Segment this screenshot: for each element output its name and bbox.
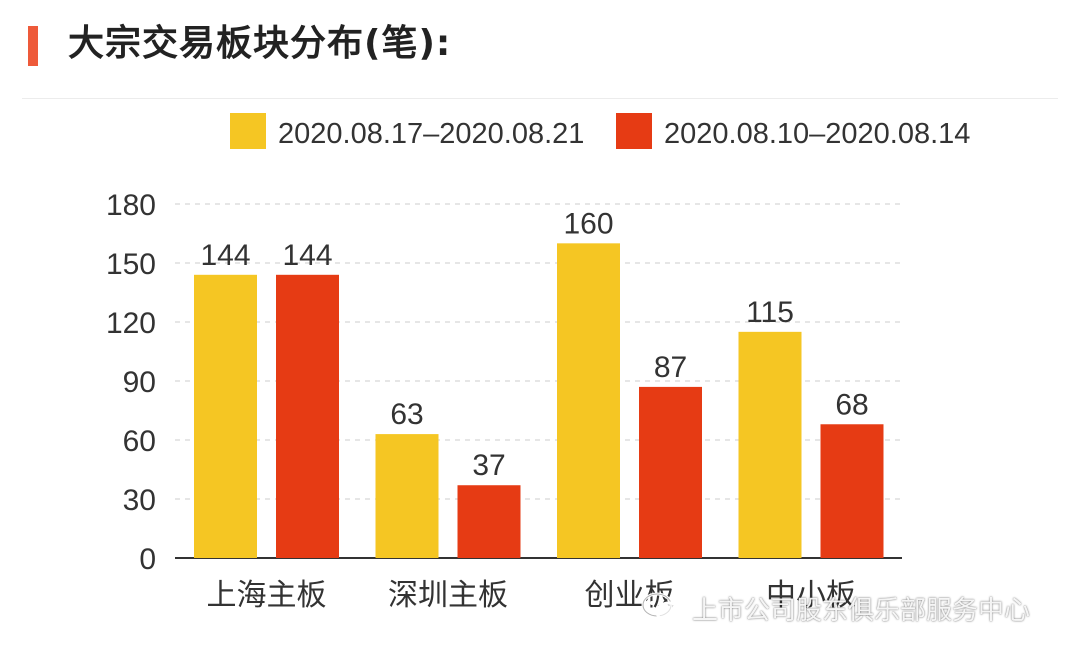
y-tick-label-0: 0 — [139, 543, 156, 576]
legend-swatch-1 — [230, 113, 266, 149]
bar-深圳主板-series1 — [375, 434, 439, 558]
data-label-深圳主板-series2: 37 — [472, 449, 505, 482]
data-label-中小板-series2: 68 — [835, 388, 868, 421]
y-axis-ticks: 0 30 60 90 120 150 180 — [106, 189, 156, 576]
bar-中小板-series1 — [738, 331, 802, 558]
y-tick-label-60: 60 — [123, 425, 156, 458]
legend-label-1: 2020.08.17–2020.08.21 — [278, 118, 584, 150]
y-tick-label-180: 180 — [106, 189, 156, 222]
y-tick-label-90: 90 — [123, 366, 156, 399]
watermark-text: 上市公司股东俱乐部服务中心 — [692, 595, 1031, 626]
bars — [194, 243, 884, 559]
y-tick-label-30: 30 — [123, 484, 156, 517]
legend: 2020.08.17–2020.08.21 2020.08.10–2020.08.… — [230, 113, 970, 150]
bar-中小板-series2 — [820, 424, 884, 558]
header-divider — [22, 98, 1058, 99]
legend-swatch-2 — [616, 113, 652, 149]
data-label-上海主板-series1: 144 — [200, 239, 250, 272]
data-label-创业板-series1: 160 — [563, 207, 613, 240]
wechat-icon — [641, 592, 683, 623]
data-label-中小板-series1: 115 — [746, 296, 794, 329]
x-tick-label-深圳主板: 深圳主板 — [388, 578, 508, 613]
x-tick-label-上海主板: 上海主板 — [207, 578, 327, 613]
data-labels: 144 144 63 37 160 87 115 68 — [200, 207, 868, 482]
data-label-上海主板-series2: 144 — [282, 239, 332, 272]
y-tick-label-150: 150 — [106, 248, 156, 281]
legend-label-2: 2020.08.10–2020.08.14 — [664, 118, 970, 150]
y-tick-label-120: 120 — [106, 307, 156, 340]
bar-深圳主板-series2 — [457, 485, 521, 558]
bar-创业板-series2 — [639, 386, 702, 558]
title-accent-bar — [28, 26, 38, 66]
bar-上海主板-series1 — [194, 274, 257, 558]
x-tick-label-中小板: 中小板 — [766, 578, 856, 613]
data-label-创业板-series2: 87 — [654, 351, 687, 384]
data-label-深圳主板-series1: 63 — [390, 398, 423, 431]
bar-创业板-series1 — [557, 243, 620, 559]
bar-上海主板-series2 — [276, 274, 339, 558]
watermark: 上市公司股东俱乐部服务中心 — [640, 588, 1030, 628]
chart-title: 大宗交易板块分布(笔): — [68, 23, 452, 64]
